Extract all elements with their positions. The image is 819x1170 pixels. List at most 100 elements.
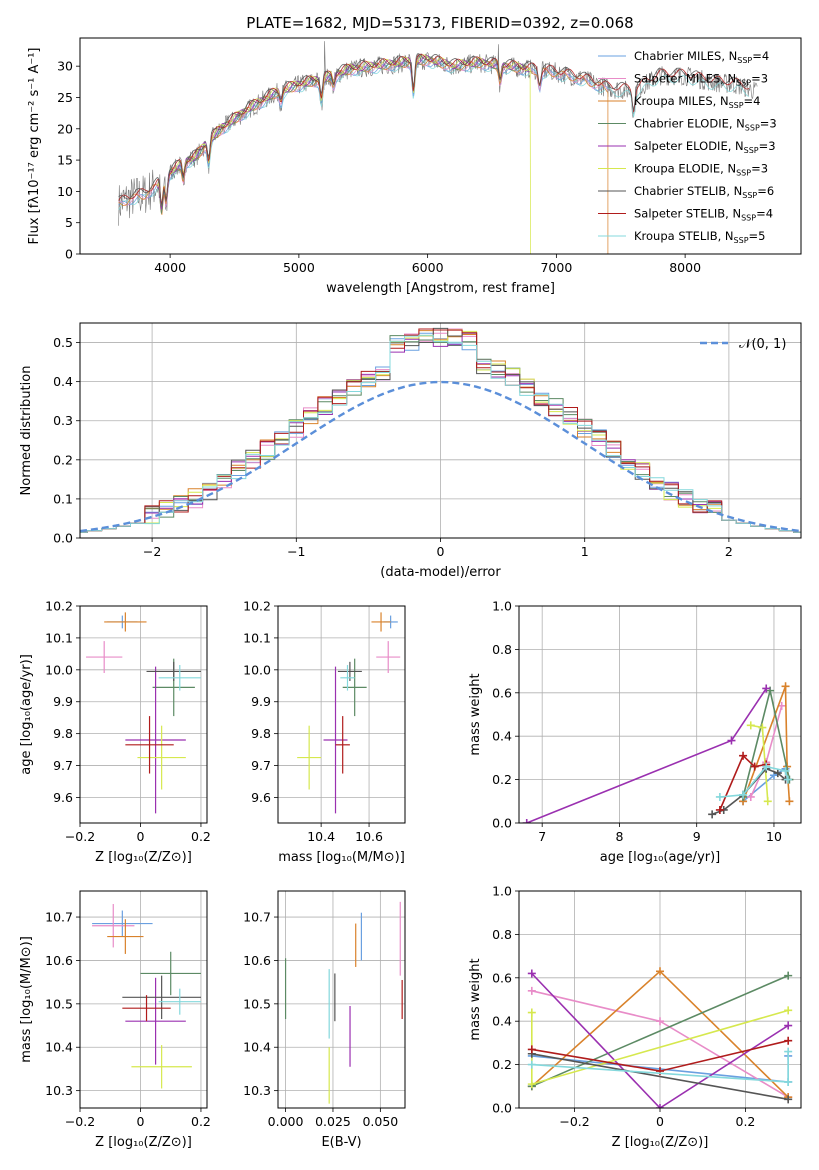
x-tick-label: 0.050: [362, 1114, 398, 1129]
series-line: [526, 688, 767, 823]
series-marker: [762, 762, 771, 771]
axes-frame: [79, 890, 208, 1109]
mass-vs-Z-panel: −0.2 0 0.2 10.3 10.4 10.5 10.6 10.7 Z [log₁₀(Z/Z…: [19, 890, 211, 1150]
series-marker: [746, 792, 755, 801]
legend-gaussian-label: 𝒩(0, 1): [739, 337, 786, 352]
plot-area: [522, 682, 794, 823]
x-tick-label: 0.025: [315, 1114, 351, 1129]
x-tick-label: −0.2: [65, 1114, 95, 1129]
plot-area: [527, 967, 793, 1108]
series-marker: [784, 1036, 793, 1045]
series-marker: [758, 723, 767, 732]
y-axis-label: age [log₁₀(age/yr)]: [19, 654, 34, 775]
legend-nssp-sub: SSP: [736, 79, 751, 88]
series-marker: [762, 684, 771, 693]
x-tick-label: 0: [656, 1114, 664, 1129]
legend-nssp-value: =3: [760, 117, 777, 131]
series-line: [719, 754, 767, 811]
series-marker: [773, 769, 782, 778]
series-marker: [527, 986, 536, 995]
axes-frame: [79, 605, 208, 824]
y-tick-label: 10.6: [243, 953, 271, 968]
x-axis-label: Z [log₁₀(Z/Z⊙)]: [95, 850, 192, 865]
x-tick-label: 4000: [154, 260, 186, 275]
y-tick-label: 0.6: [492, 970, 512, 985]
series-marker: [656, 1104, 664, 1108]
legend-nssp-label: , N: [718, 229, 734, 243]
legend-model-name: Kroupa ELODIE: [634, 162, 720, 176]
x-tick-label: 7: [538, 829, 546, 844]
y-tick-label: 0.0: [492, 816, 512, 831]
series-marker: [715, 792, 724, 801]
spectrum-model-line: [156, 54, 531, 254]
figure-title: PLATE=1682, MJD=53173, FIBERID=0392, z=0…: [246, 14, 633, 32]
y-tick-label: 5: [65, 215, 73, 230]
legend-nssp-value: =3: [759, 139, 776, 153]
age-vs-mass-panel: 10.4 10.6 9.6 9.7 9.8 9.9 10.0 10.1 10.2 mass [lo…: [243, 599, 406, 865]
legend-nssp-sub: SSP: [734, 236, 749, 245]
y-tick-label: 10.7: [243, 910, 271, 925]
y-tick-label: 9.8: [53, 726, 73, 741]
x-tick-label: 2: [725, 544, 733, 559]
legend-model-name: Kroupa MILES: [634, 94, 713, 108]
legend-nssp-sub: SSP: [744, 146, 759, 155]
y-tick-label: 9.9: [53, 694, 73, 709]
series-marker: [527, 969, 536, 978]
y-tick-label: 10.3: [45, 1083, 73, 1098]
residuals-panel: −2 −1 0 1 2 0.0 0.1 0.2 0.3 0.4 0.5 (data-model)/er…: [19, 322, 802, 580]
series-marker: [527, 1060, 536, 1069]
y-tick-label: 0.2: [492, 1057, 512, 1072]
series-marker: [784, 1047, 793, 1056]
x-axis-label: Z [log₁₀(Z/Z⊙)]: [95, 1135, 192, 1150]
x-tick-label: 6000: [412, 260, 444, 275]
y-tick-label: 10.0: [243, 662, 271, 677]
y-tick-label: 25: [57, 90, 73, 105]
axes-frame: [79, 37, 802, 255]
y-tick-label: 10.5: [45, 996, 73, 1011]
axes-frame: [277, 890, 406, 1109]
residual-histogram: [80, 328, 801, 533]
y-tick-label: 0.1: [53, 491, 73, 506]
y-axis-label: mass weight: [468, 958, 483, 1040]
legend-nssp-label: , N: [720, 72, 736, 86]
legend-nssp-sub: SSP: [745, 124, 760, 133]
legend-entry: Salpeter STELIB, NSSP=4: [634, 207, 773, 223]
series-marker: [750, 762, 759, 771]
y-tick-label: 15: [57, 153, 73, 168]
y-tick-label: 9.7: [251, 758, 271, 773]
y-tick-label: 0.2: [53, 452, 73, 467]
series-line: [531, 972, 789, 1108]
legend-nssp-label: , N: [729, 117, 745, 131]
y-tick-label: 10.1: [45, 630, 73, 645]
legend-nssp-sub: SSP: [736, 169, 751, 178]
residual-histogram: [80, 329, 801, 533]
y-tick-label: 0.6: [492, 685, 512, 700]
legend-entry: Kroupa ELODIE, NSSP=3: [634, 162, 768, 178]
x-tick-label: 0.2: [191, 829, 211, 844]
x-axis-label: (data-model)/error: [380, 565, 501, 580]
series-marker: [784, 1021, 793, 1030]
legend-nssp-sub: SSP: [729, 101, 744, 110]
y-tick-label: 30: [57, 59, 73, 74]
legend-nssp-sub: SSP: [742, 191, 757, 200]
legend-entry: Chabrier ELODIE, NSSP=3: [634, 117, 777, 133]
x-axis-label: mass [log₁₀(M/M⊙)]: [278, 850, 405, 865]
series-marker: [656, 967, 664, 976]
mass-vs-ebv-panel: 0.000 0.025 0.050 10.3 10.4 10.5 10.6 10.7 E(B-V…: [243, 890, 406, 1150]
y-tick-label: 10.3: [243, 1083, 271, 1098]
x-tick-label: 8000: [669, 260, 701, 275]
legend-entry: Salpeter ELODIE, NSSP=3: [634, 139, 776, 155]
series-marker: [527, 1008, 536, 1017]
y-tick-label: 10.4: [45, 1040, 73, 1055]
y-tick-label: 10.6: [45, 953, 73, 968]
series-marker: [739, 790, 748, 799]
x-tick-label: −2: [143, 544, 161, 559]
gaussian-curve: [80, 380, 801, 533]
y-tick-label: 10.7: [45, 910, 73, 925]
spectrum-model-line: [118, 59, 609, 214]
spectrum-model-line: [118, 53, 750, 207]
y-tick-label: 9.6: [251, 790, 271, 805]
y-tick-label: 0.3: [53, 413, 73, 428]
legend-model-name: Chabrier STELIB: [634, 184, 726, 198]
legend-nssp-label: , N: [728, 139, 744, 153]
